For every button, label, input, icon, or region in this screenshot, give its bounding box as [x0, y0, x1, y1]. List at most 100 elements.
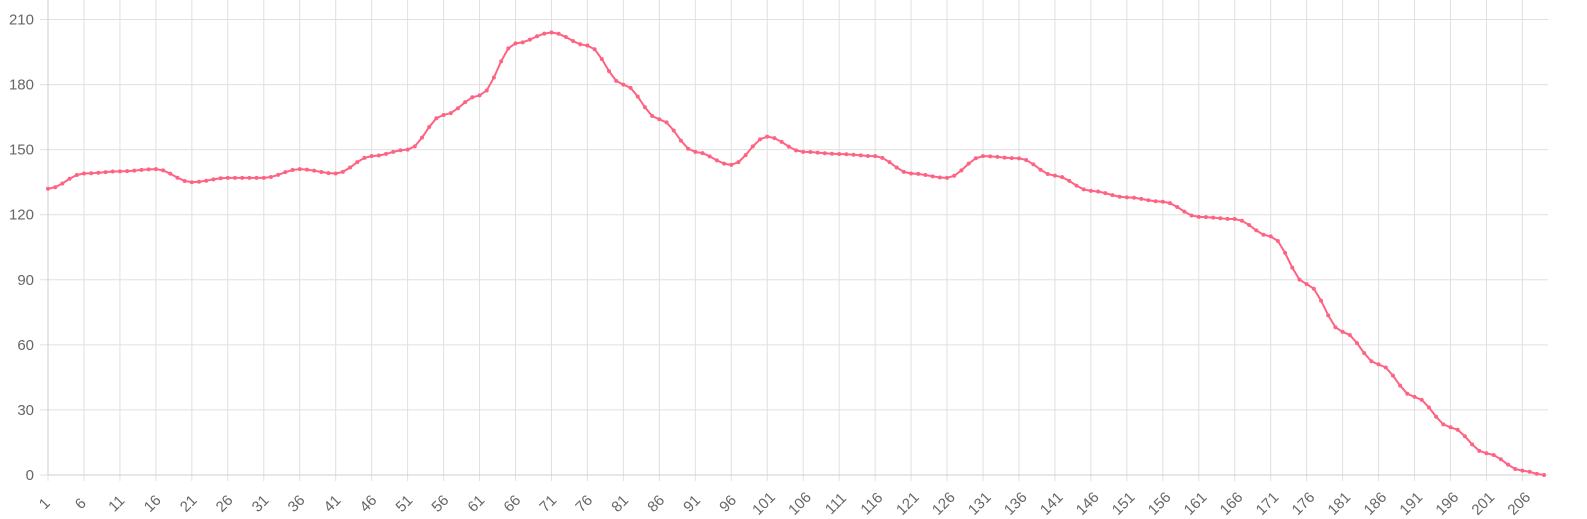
data-point	[268, 175, 273, 180]
data-point	[779, 139, 784, 144]
data-point	[1261, 232, 1266, 237]
data-point	[225, 175, 230, 180]
data-point	[786, 144, 791, 149]
x-tick-label: 96	[716, 492, 740, 516]
data-point	[1520, 468, 1525, 473]
data-point	[1498, 457, 1503, 462]
x-tick-label: 11	[105, 492, 128, 515]
data-point	[1247, 223, 1252, 228]
data-point	[1196, 214, 1201, 219]
x-tick-label: 31	[249, 492, 273, 516]
data-point	[592, 47, 597, 52]
data-point	[1283, 250, 1288, 255]
data-point	[628, 85, 633, 90]
data-point	[1347, 332, 1352, 337]
data-point	[499, 59, 504, 64]
x-tick-label: 1	[36, 495, 54, 513]
data-point	[304, 167, 309, 172]
data-point	[1175, 204, 1180, 209]
data-point	[247, 175, 252, 180]
data-point	[1225, 216, 1230, 221]
data-point	[391, 149, 396, 154]
x-tick-label: 81	[608, 492, 632, 516]
data-point	[1016, 156, 1021, 161]
data-point	[348, 165, 353, 170]
data-point	[1455, 427, 1460, 432]
y-tick-labels: 0 30 60 90 120 150 180 210	[9, 12, 34, 484]
x-tick-label: 51	[393, 492, 417, 516]
data-point	[858, 153, 863, 158]
data-point	[139, 167, 144, 172]
x-tick-label: 126	[929, 489, 959, 519]
data-point	[1441, 422, 1446, 427]
data-point	[1412, 394, 1417, 399]
y-tick-label: 180	[9, 77, 34, 94]
data-point	[1239, 218, 1244, 223]
data-point	[1002, 155, 1007, 160]
data-point	[53, 185, 58, 190]
data-point	[197, 179, 202, 184]
data-point	[1052, 173, 1057, 178]
data-point	[1506, 462, 1511, 467]
data-point	[722, 161, 727, 166]
x-tick-label: 61	[464, 492, 488, 516]
data-point	[117, 169, 122, 174]
data-point	[1232, 217, 1237, 222]
x-tick-label: 41	[321, 492, 345, 516]
data-point	[1311, 286, 1316, 291]
data-point	[1470, 442, 1475, 447]
data-point	[1153, 199, 1158, 204]
y-tick-label: 150	[9, 142, 34, 159]
data-point	[542, 31, 547, 36]
data-point	[1203, 215, 1208, 220]
x-tick-label: 106	[785, 489, 815, 519]
data-point	[240, 175, 245, 180]
data-point	[678, 138, 683, 143]
data-point	[650, 113, 655, 118]
data-point	[887, 160, 892, 165]
data-point	[1491, 452, 1496, 457]
data-point	[729, 162, 734, 167]
data-point	[1304, 282, 1309, 287]
data-point	[1527, 469, 1532, 474]
data-point	[1333, 325, 1338, 330]
data-point	[1088, 188, 1093, 193]
x-tick-label: 206	[1504, 489, 1534, 519]
data-point	[484, 88, 489, 93]
data-point	[384, 151, 389, 156]
x-tick-label: 101	[749, 489, 779, 519]
data-point	[1067, 178, 1072, 183]
data-point	[1038, 167, 1043, 172]
data-point	[211, 177, 216, 182]
data-point	[189, 180, 194, 185]
x-tick-label: 111	[822, 490, 850, 518]
x-tick-label: 116	[857, 489, 886, 518]
data-point	[204, 178, 209, 183]
x-tick-labels: 1 6 11 16 21 26 31 36 41 46 51 56 61 66 71 76 81 86 91 96 10…	[36, 489, 1534, 519]
x-tick-label: 71	[536, 492, 560, 516]
data-point	[1074, 183, 1079, 188]
x-tick-label: 161	[1181, 489, 1211, 519]
data-point	[1146, 198, 1151, 203]
data-point	[46, 186, 50, 191]
data-point	[1275, 238, 1280, 243]
data-point	[1218, 216, 1223, 221]
data-point	[822, 151, 827, 156]
data-point	[1160, 199, 1165, 204]
data-point	[67, 176, 72, 181]
data-point	[844, 152, 849, 157]
data-point	[707, 154, 712, 159]
data-point	[132, 168, 137, 173]
data-point	[276, 172, 281, 177]
data-point	[837, 152, 842, 156]
data-point	[937, 175, 942, 180]
data-point	[750, 144, 755, 149]
x-tick-label: 166	[1217, 489, 1247, 519]
data-point	[873, 154, 878, 159]
data-point	[125, 169, 130, 174]
data-point	[297, 167, 302, 172]
data-point	[1448, 425, 1453, 430]
data-point	[477, 93, 482, 98]
data-point	[923, 173, 928, 178]
data-point	[1340, 329, 1345, 334]
